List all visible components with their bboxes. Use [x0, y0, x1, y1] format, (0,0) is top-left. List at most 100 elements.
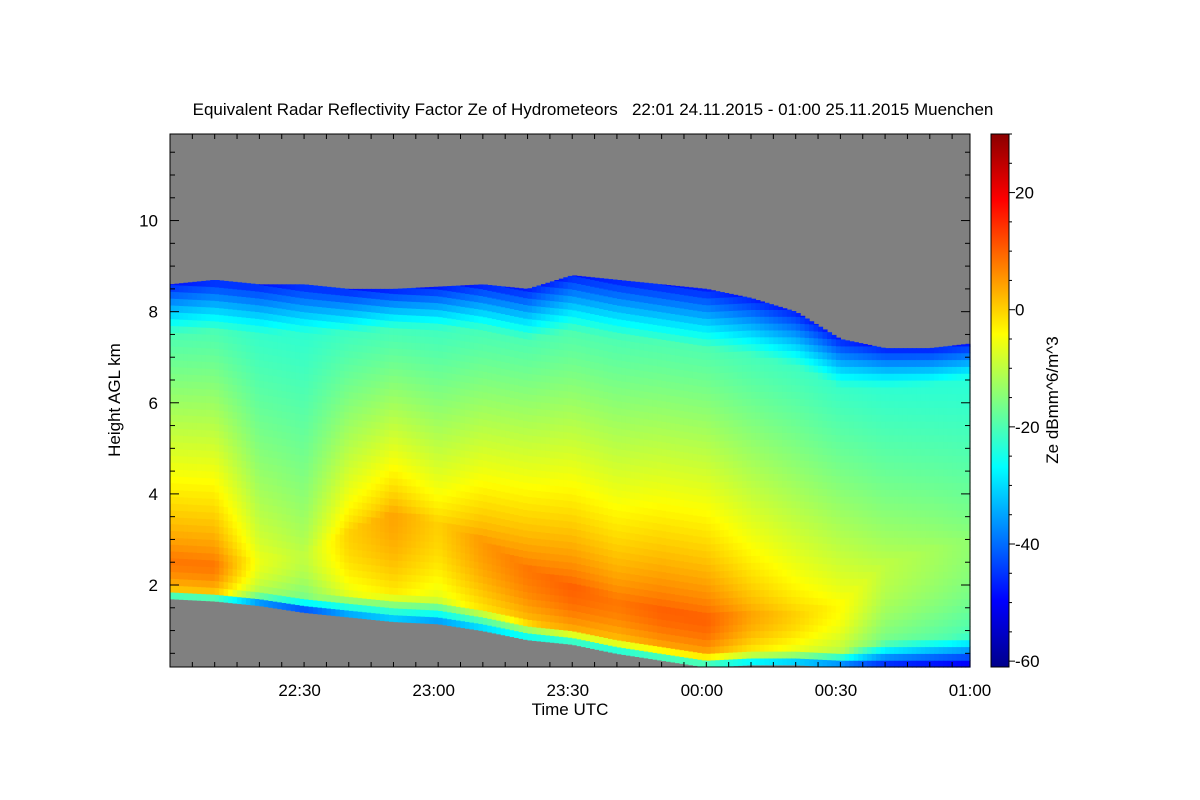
heatmap-cell	[429, 616, 435, 624]
heatmap-cell	[420, 616, 426, 624]
heatmap-cell	[187, 579, 193, 587]
heatmap-cell	[509, 363, 515, 371]
heatmap-cell	[558, 308, 564, 316]
heatmap-cell	[478, 520, 484, 529]
heatmap-cell	[187, 299, 193, 307]
heatmap-cell	[250, 584, 256, 592]
heatmap-cell	[451, 400, 457, 409]
heatmap-cell	[433, 336, 439, 345]
heatmap-cell	[313, 374, 319, 382]
heatmap-cell	[482, 432, 488, 441]
heatmap-cell	[523, 625, 529, 633]
heatmap-cell	[536, 422, 542, 430]
heatmap-cell	[420, 561, 426, 569]
heatmap-cell	[170, 284, 176, 286]
heatmap-cell	[549, 281, 555, 288]
heatmap-cell	[397, 519, 403, 527]
heatmap-cell	[460, 408, 466, 417]
heatmap-cell	[375, 510, 381, 518]
heatmap-cell	[388, 539, 395, 547]
heatmap-cell	[384, 504, 390, 513]
heatmap-cell	[527, 288, 533, 292]
heatmap-cell	[603, 357, 609, 365]
heatmap-cell	[344, 507, 350, 515]
heatmap-cell	[532, 449, 538, 457]
heatmap-cell	[313, 558, 319, 567]
heatmap-cell	[402, 492, 408, 500]
heatmap-cell	[272, 307, 278, 315]
heatmap-cell	[411, 390, 417, 398]
heatmap-cell	[612, 372, 618, 381]
heatmap-cell	[366, 543, 372, 552]
heatmap-cell	[339, 452, 345, 460]
heatmap-cell	[304, 462, 310, 470]
heatmap-cell	[214, 594, 220, 602]
heatmap-cell	[469, 485, 475, 493]
heatmap-cell	[214, 409, 220, 418]
heatmap-cell	[464, 559, 471, 568]
heatmap-cell	[245, 577, 252, 585]
heatmap-cell	[585, 449, 591, 457]
heatmap-cell	[344, 541, 350, 549]
heatmap-cell	[599, 643, 605, 651]
heatmap-cell	[263, 415, 269, 423]
heatmap-cell	[357, 351, 363, 359]
heatmap-cell	[223, 321, 229, 330]
heatmap-cell	[304, 325, 310, 333]
heatmap-cell	[237, 473, 243, 482]
heatmap-cell	[272, 478, 278, 486]
heatmap-cell	[500, 422, 506, 431]
heatmap-cell	[219, 423, 225, 432]
heatmap-cell	[500, 354, 506, 362]
heatmap-cell	[192, 483, 198, 492]
heatmap-cell	[201, 450, 207, 458]
heatmap-cell	[572, 467, 578, 475]
heatmap-cell	[388, 511, 395, 520]
heatmap-cell	[406, 615, 412, 623]
heatmap-cell	[313, 415, 319, 423]
heatmap-cell	[576, 440, 582, 449]
heatmap-cell	[491, 366, 497, 374]
heatmap-cell	[174, 332, 180, 340]
heatmap-cell	[299, 502, 305, 511]
heatmap-cell	[603, 644, 609, 652]
heatmap-cell	[380, 319, 386, 328]
heatmap-cell	[330, 458, 336, 466]
heatmap-cell	[183, 353, 189, 361]
heatmap-cell	[532, 455, 538, 464]
heatmap-cell	[317, 415, 323, 424]
heatmap-cell	[371, 544, 377, 552]
heatmap-cell	[581, 291, 587, 299]
heatmap-cell	[442, 529, 448, 537]
heatmap-cell	[558, 636, 564, 644]
heatmap-cell	[451, 585, 457, 593]
heatmap-cell	[393, 566, 399, 575]
heatmap-cell	[232, 288, 238, 297]
heatmap-cell	[254, 352, 260, 360]
heatmap-cell	[290, 419, 296, 427]
heatmap-cell	[456, 332, 462, 341]
heatmap-cell	[250, 420, 256, 428]
heatmap-cell	[487, 577, 493, 585]
heatmap-cell	[536, 469, 542, 478]
heatmap-cell	[196, 463, 202, 471]
heatmap-cell	[223, 540, 229, 549]
heatmap-cell	[478, 561, 484, 570]
heatmap-cell	[603, 411, 609, 420]
heatmap-cell	[183, 421, 189, 430]
heatmap-cell	[433, 350, 439, 358]
heatmap-cell	[308, 428, 314, 436]
heatmap-cell	[272, 389, 278, 397]
heatmap-cell	[607, 303, 614, 311]
heatmap-cell	[567, 322, 573, 331]
heatmap-cell	[335, 513, 341, 521]
heatmap-cell	[245, 303, 252, 312]
heatmap-cell	[590, 279, 596, 287]
heatmap-cell	[196, 518, 202, 526]
heatmap-cell	[232, 329, 238, 338]
heatmap-cell	[397, 553, 403, 561]
heatmap-cell	[415, 568, 421, 576]
heatmap-cell	[281, 342, 287, 351]
heatmap-cell	[594, 451, 600, 459]
heatmap-cell	[612, 502, 618, 510]
